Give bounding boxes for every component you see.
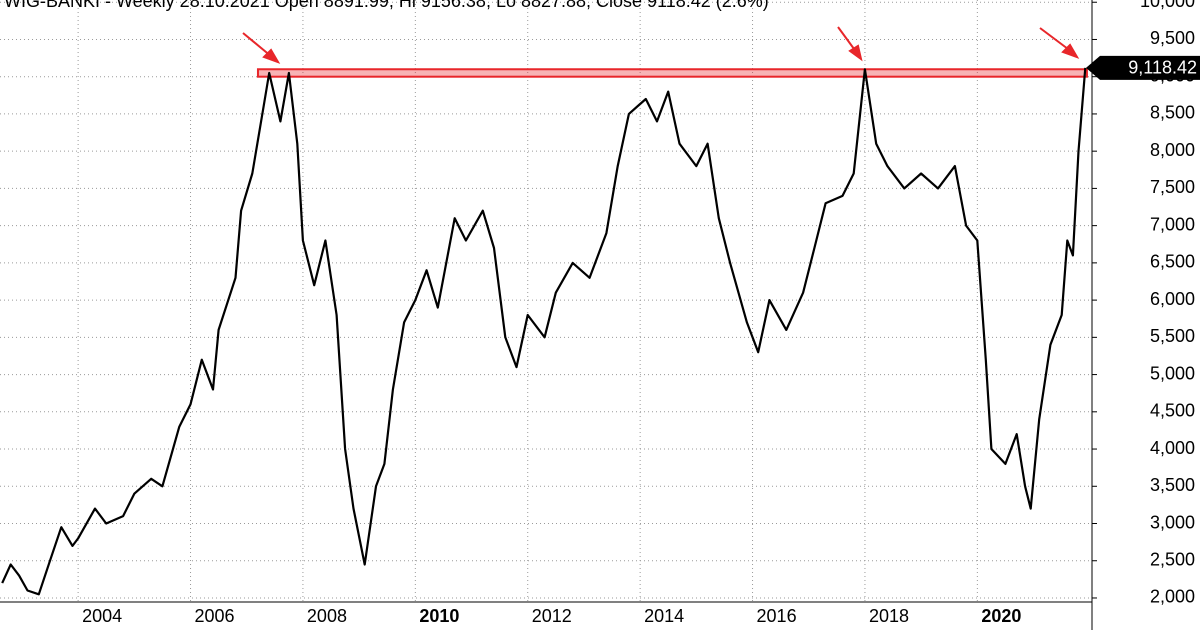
x-tick-label: 2018 <box>869 606 909 626</box>
y-tick-label: 7,500 <box>1150 177 1195 197</box>
last-price-label: 9,118.42 <box>1128 58 1197 78</box>
arrows <box>242 26 1080 64</box>
resistance-band <box>256 68 1088 78</box>
y-tick-label: 5,500 <box>1150 326 1195 346</box>
y-tick-label: 9,500 <box>1150 28 1195 48</box>
x-tick-label: 2006 <box>195 606 235 626</box>
price-line <box>1 67 1087 596</box>
x-tick-label: 2012 <box>532 606 572 626</box>
y-tick-label: 3,000 <box>1150 512 1195 532</box>
y-tick-label: 8,500 <box>1150 103 1195 123</box>
last-price-box <box>1086 55 1200 80</box>
y-tick-label: 6,500 <box>1150 252 1195 272</box>
x-tick-label: 2004 <box>82 606 122 626</box>
y-tick-label: 2,500 <box>1150 549 1195 569</box>
y-tick-label: 5,000 <box>1150 363 1195 383</box>
arrow-head <box>848 44 863 62</box>
y-tick-label: 2,000 <box>1150 587 1195 607</box>
x-tick-label: 2016 <box>757 606 797 626</box>
arrow-head <box>262 48 281 64</box>
y-tick-label: 6,000 <box>1150 289 1195 309</box>
y-tick-label: 3,500 <box>1150 475 1195 495</box>
x-tick-label: 2010 <box>419 606 459 626</box>
y-tick-label: 4,500 <box>1150 401 1195 421</box>
x-tick-label: 2014 <box>644 606 684 626</box>
y-tick-label: 7,000 <box>1150 214 1195 234</box>
chart-title: WIG-BANKI - Weekly 28.10.2021 Open 8891.… <box>4 0 769 11</box>
y-tick-label: 10,000 <box>1140 0 1195 11</box>
y-tick-label: 8,000 <box>1150 140 1195 160</box>
x-tick-label: 2020 <box>981 606 1021 626</box>
y-tick-label: 4,000 <box>1150 438 1195 458</box>
x-tick-label: 2008 <box>307 606 347 626</box>
arrow-head <box>1061 43 1080 59</box>
